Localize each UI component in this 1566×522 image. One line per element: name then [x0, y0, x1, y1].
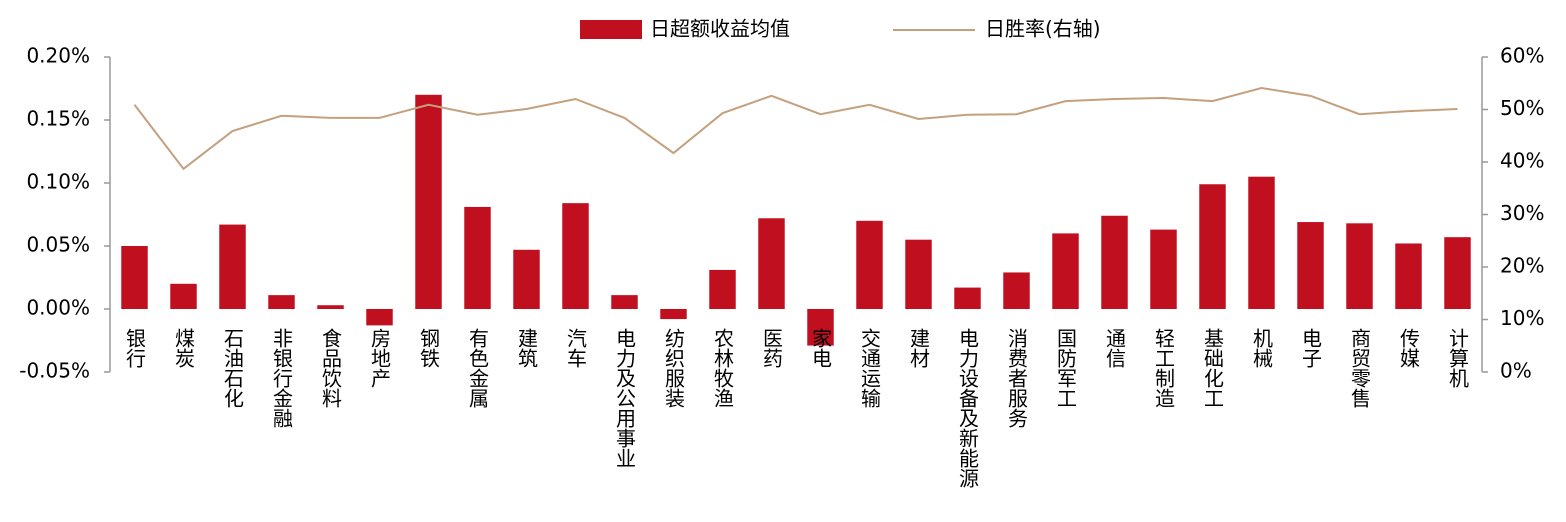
- bar: [1003, 272, 1030, 309]
- x-tick-label: 消费者服务: [1005, 328, 1029, 428]
- bar: [366, 309, 393, 326]
- legend-label: 日胜率(右轴): [985, 17, 1101, 41]
- x-tick-label: 电力设备及新能源: [956, 328, 980, 488]
- bar: [1297, 222, 1324, 309]
- bar: [1395, 243, 1422, 309]
- y2-tick-label: 30%: [1500, 201, 1544, 225]
- y2-tick-label: 10%: [1500, 306, 1544, 330]
- x-tick-label: 建材: [907, 328, 931, 368]
- y2-tick-label: 50%: [1500, 96, 1544, 120]
- x-tick-label: 交通运输: [858, 328, 882, 408]
- bar: [219, 224, 246, 309]
- x-tick-label: 汽车: [564, 328, 588, 368]
- x-tick-label: 建筑: [515, 328, 539, 368]
- bar: [317, 305, 344, 309]
- x-tick-label: 传媒: [1397, 328, 1421, 368]
- x-tick-label: 煤炭: [172, 328, 196, 368]
- x-tick-label: 钢铁: [417, 328, 441, 368]
- y2-tick-label: 0%: [1500, 359, 1532, 383]
- y2-tick-label: 60%: [1500, 44, 1544, 68]
- y-tick-label: 0.20%: [26, 44, 90, 68]
- bar: [1444, 237, 1471, 309]
- x-tick-label: 轻工制造: [1152, 328, 1176, 408]
- legend-swatch: [580, 20, 642, 39]
- bar: [954, 287, 981, 309]
- x-tick-label: 国防军工: [1054, 328, 1078, 408]
- x-tick-label: 医药: [760, 328, 784, 368]
- bar: [170, 283, 197, 309]
- bar: [415, 94, 442, 309]
- bar: [1199, 184, 1226, 309]
- y-tick-label: 0.10%: [26, 170, 90, 194]
- bar: [121, 246, 148, 309]
- bar: [1248, 176, 1275, 309]
- y2-tick-label: 40%: [1500, 149, 1544, 173]
- x-tick-label: 食品饮料: [319, 328, 343, 408]
- x-tick-label: 通信: [1103, 328, 1127, 368]
- x-tick-label: 银行: [123, 328, 147, 368]
- x-tick-label: 电子: [1299, 328, 1323, 368]
- bar: [905, 239, 932, 309]
- bar: [611, 295, 638, 309]
- legend-label: 日超额收益均值: [650, 17, 790, 41]
- x-tick-label: 房地产: [368, 328, 392, 388]
- x-tick-label: 商贸零售: [1348, 328, 1372, 408]
- bar: [268, 295, 295, 309]
- bar: [1346, 223, 1373, 309]
- x-tick-label: 基础化工: [1201, 328, 1225, 408]
- line: [133, 86, 1458, 171]
- x-tick-label: 有色金属: [466, 328, 490, 409]
- x-tick-label: 石油石化: [221, 328, 245, 408]
- x-tick-label: 非银行金融: [270, 328, 294, 428]
- x-tick-label: 农林牧渔: [711, 328, 735, 408]
- x-tick-label: 机械: [1250, 328, 1274, 368]
- bar: [464, 206, 491, 309]
- x-tick-label: 纺织服装: [662, 328, 686, 408]
- bar: [758, 218, 785, 309]
- y-tick-label: 0.00%: [26, 296, 90, 320]
- bar: [562, 203, 589, 309]
- bar: [1052, 233, 1079, 309]
- y-tick-label: 0.05%: [26, 233, 90, 257]
- bar: [856, 220, 883, 309]
- bar: [1101, 215, 1128, 309]
- x-tick-label: 计算机: [1446, 328, 1470, 388]
- y-tick-label: 0.15%: [26, 107, 90, 131]
- bar: [1150, 229, 1177, 309]
- bar: [660, 309, 687, 320]
- y-tick-label: -0.05%: [19, 359, 90, 383]
- x-tick-label: 电力及公用事业: [613, 328, 637, 468]
- y2-tick-label: 20%: [1500, 254, 1544, 278]
- bar: [513, 249, 540, 309]
- x-tick-label: 家电: [809, 328, 833, 368]
- bar: [807, 309, 834, 346]
- bar: [709, 269, 736, 309]
